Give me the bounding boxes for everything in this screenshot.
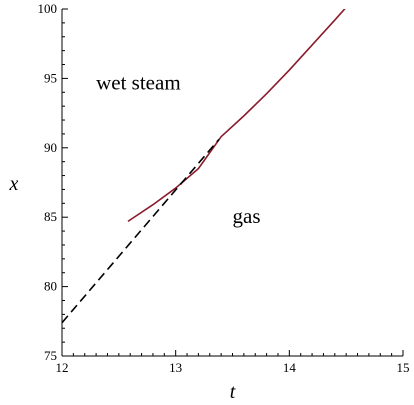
x-tick-label: 13 [169,360,182,375]
y-axis-title: x [9,173,19,195]
x-tick-label: 14 [283,360,297,375]
y-tick-label: 95 [44,70,57,85]
plot-lines [62,9,346,324]
dashed-series-line [62,138,220,324]
x-tick-label: 12 [56,360,69,375]
annotation-gas: gas [233,204,261,228]
y-tick-label: 80 [44,279,57,294]
y-tick-label: 100 [38,1,58,16]
x-tick-label: 15 [397,360,410,375]
ticks: 12 13 14 15 75 80 85 90 95 100 [38,1,410,375]
y-tick-label: 75 [44,348,57,363]
annotation-wet-steam: wet steam [96,71,181,95]
x-axis-title: t [230,381,236,403]
axes [61,9,403,357]
y-tick-label: 90 [44,140,57,155]
y-tick-label: 85 [44,209,57,224]
solid-series-line [127,9,346,223]
labels: t x wet steam gas [9,71,261,403]
